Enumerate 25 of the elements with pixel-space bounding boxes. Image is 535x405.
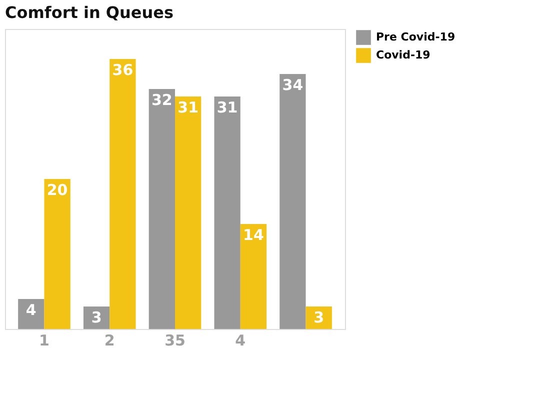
data-label: 4 xyxy=(26,301,36,319)
legend-label: Pre Covid-19 xyxy=(376,30,456,44)
legend-label: Covid-19 xyxy=(376,48,430,62)
data-label: 34 xyxy=(282,76,304,94)
x-tick-label: 2 xyxy=(104,332,115,350)
data-label: 14 xyxy=(243,226,264,244)
data-label: 36 xyxy=(112,61,134,79)
bar xyxy=(214,96,240,329)
bar xyxy=(240,224,267,329)
bar xyxy=(18,299,44,329)
bar xyxy=(44,179,70,329)
x-tick-label: 35 xyxy=(164,332,186,350)
bar xyxy=(148,89,175,329)
data-label: 3 xyxy=(314,308,324,326)
bar xyxy=(175,96,202,329)
x-tick-label: 1 xyxy=(39,332,50,350)
bar xyxy=(110,59,136,329)
data-label: 31 xyxy=(178,98,199,116)
data-label: 20 xyxy=(46,181,68,199)
data-label: 3 xyxy=(91,308,102,326)
x-tick-label: 4 xyxy=(235,332,246,350)
bar xyxy=(280,74,306,329)
chart-title: Comfort in Queues xyxy=(5,3,174,22)
data-label: 32 xyxy=(151,91,172,109)
data-label: 31 xyxy=(216,98,238,116)
